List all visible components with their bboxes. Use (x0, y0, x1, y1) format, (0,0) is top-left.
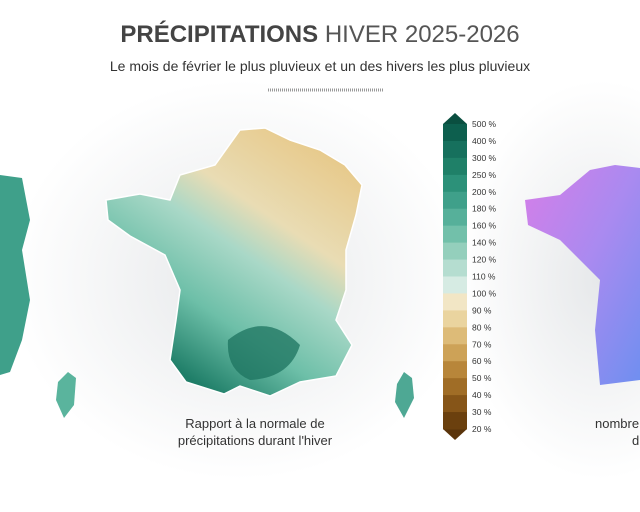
legend-swatch (443, 395, 467, 413)
legend-label: 20 % (472, 424, 492, 434)
caption: d (632, 433, 639, 448)
legend-label: 160 % (472, 221, 497, 231)
legend-label: 80 % (472, 322, 492, 332)
legend-swatch (443, 327, 467, 345)
legend-swatch (443, 225, 467, 244)
title: PRÉCIPITATIONS HIVER 2025-2026 (120, 20, 519, 48)
legend-swatch (443, 242, 467, 261)
subtitle: Le mois de février le plus pluvieux et u… (110, 58, 530, 74)
france-map (105, 127, 363, 397)
corsica (395, 372, 414, 418)
legend-label: 70 % (472, 339, 492, 349)
legend-swatch (443, 124, 467, 142)
caption: Rapport à la normale de (185, 416, 324, 431)
legend-label: 110 % (472, 272, 496, 282)
map-region (227, 326, 300, 380)
legend-swatch (443, 361, 467, 379)
legend-swatch (443, 378, 467, 396)
legend-swatch (443, 157, 467, 176)
legend-label: 400 % (472, 136, 497, 146)
caption: précipitations durant l'hiver (178, 433, 333, 448)
legend-label: 140 % (472, 238, 497, 248)
legend-swatch (443, 174, 467, 193)
legend-label: 30 % (472, 407, 492, 417)
legend-swatch (443, 293, 467, 311)
legend-swatch (443, 276, 467, 294)
legend-label: 90 % (472, 305, 492, 315)
legend-label: 180 % (472, 204, 497, 214)
left-map-corsica (56, 372, 76, 418)
right-map (525, 165, 640, 385)
legend: 500 % 400 % 300 % 250 % 200 % 180 % 160 % 140 %… (443, 119, 497, 434)
legend-swatch (443, 310, 467, 328)
legend-swatch (443, 344, 467, 362)
legend-label: 60 % (472, 356, 492, 366)
legend-swatch (443, 412, 467, 430)
legend-swatch (443, 191, 467, 210)
legend-label: 250 % (472, 170, 497, 180)
legend-label: 100 % (472, 288, 497, 298)
legend-label: 500 % (472, 119, 497, 129)
legend-label: 200 % (472, 187, 497, 197)
caption: nombre (595, 416, 639, 431)
legend-swatch (443, 259, 467, 277)
legend-arrow (443, 429, 467, 440)
legend-swatch (443, 208, 467, 227)
left-map (0, 175, 30, 375)
legend-arrow (443, 113, 467, 124)
legend-label: 50 % (472, 373, 492, 383)
legend-label: 300 % (472, 153, 497, 163)
legend-label: 40 % (472, 390, 492, 400)
legend-swatch (443, 140, 467, 159)
legend-label: 120 % (472, 255, 497, 265)
